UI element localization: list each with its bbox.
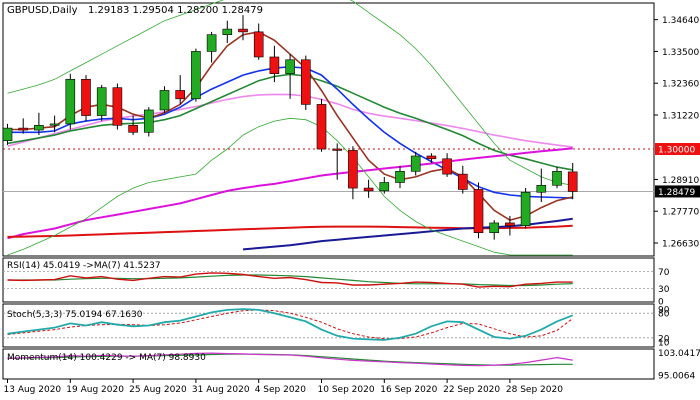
price-tick-label: 1.27770 <box>662 208 699 218</box>
time-tick-label: 16 Sep 2020 <box>380 385 437 395</box>
bull-candle <box>206 34 217 52</box>
bull-candle <box>96 87 107 116</box>
bear-candle <box>238 28 248 33</box>
bear-candle <box>457 173 468 190</box>
momentum-line <box>7 352 573 367</box>
bull-candle <box>222 28 233 35</box>
rsi-tick-label: 30 <box>658 285 670 295</box>
time-tick-label: 4 Sep 2020 <box>255 385 307 395</box>
bull-candle <box>520 191 531 227</box>
bear-candle <box>316 104 327 150</box>
time-tick-label: 31 Aug 2020 <box>192 385 250 395</box>
bull-candle <box>159 90 170 111</box>
bull-candle <box>410 155 421 172</box>
bear-candle <box>128 125 138 133</box>
ma_magenta-line <box>7 147 573 240</box>
bear-candle <box>473 189 484 233</box>
indicator-series <box>3 271 654 367</box>
time-tick-label: 10 Sep 2020 <box>318 385 375 395</box>
price-tick-label: 1.28910 <box>662 176 699 186</box>
bear-candle <box>442 158 452 175</box>
bear-candle <box>81 79 91 116</box>
bear-candle <box>426 155 437 160</box>
bollinger-line <box>7 0 573 186</box>
level-label-box <box>655 143 700 156</box>
bollinger-line <box>7 117 573 256</box>
symbol-label: GBPUSD,Daily <box>7 5 78 16</box>
last-price-label: 1.28479 <box>658 188 695 198</box>
stoch-tick-label: 10 <box>658 338 670 348</box>
time-tick-label: 19 Aug 2020 <box>66 385 124 395</box>
stoch-panel-frame <box>2 303 655 348</box>
price-tick-label: 1.31220 <box>662 111 699 121</box>
bull-candle <box>285 59 295 75</box>
momentum-tick-label: 103.0417 <box>658 349 700 359</box>
bear-candle <box>112 87 123 126</box>
stoch-label: Stoch(5,3,3) 75.0194 67.1630 <box>7 310 143 320</box>
bull-candle <box>2 127 13 141</box>
bull-candle <box>536 184 547 193</box>
stoch-k-line <box>7 308 574 341</box>
bull-candle <box>379 182 390 192</box>
stoch-tick-label: 20 <box>658 334 670 344</box>
bull-candle <box>144 109 154 133</box>
time-tick-label: 28 Sep 2020 <box>506 385 563 395</box>
axes: 1.34640 1.33500 1.32360 1.31220 1.28910 1.277… <box>4 16 700 395</box>
momentum-panel-frame <box>2 348 655 380</box>
bear-candle <box>18 127 29 131</box>
bull-candle <box>552 171 562 186</box>
price-tick-label: 1.33500 <box>662 48 699 58</box>
stoch-tick-label: 80 <box>658 310 670 320</box>
bear-candle <box>505 222 515 227</box>
level-label: 1.30000 <box>658 146 695 156</box>
time-tick-label: 13 Aug 2020 <box>4 385 62 395</box>
price-tick-label: 1.32360 <box>662 80 699 90</box>
ma_dark-line <box>242 217 573 251</box>
stoch-tick-label: 90 <box>658 306 670 316</box>
last-price-box <box>655 185 700 198</box>
bear-candle <box>348 150 358 189</box>
bull-candle <box>49 123 60 126</box>
rsi-panel-frame <box>2 257 655 303</box>
bull-candle <box>191 51 201 100</box>
rsi-label: RSI(14) 45.0419 ->MA(7) 41.5237 <box>7 261 161 271</box>
bear-candle <box>253 31 264 58</box>
time-tick-label: 25 Aug 2020 <box>129 385 187 395</box>
bull-candle <box>65 79 76 125</box>
momentum-tick-label: 95.0064 <box>658 372 695 382</box>
price-series <box>2 0 654 256</box>
bear-candle <box>269 56 280 75</box>
bear-candle <box>332 148 343 151</box>
bull-candle <box>489 222 500 233</box>
rsi-ma-line <box>7 274 573 287</box>
bull-candle <box>395 171 405 183</box>
bear-candle <box>567 171 578 192</box>
rsi-line <box>7 272 573 288</box>
bear-candle <box>300 59 311 105</box>
rsi-tick-label: 0 <box>658 298 664 308</box>
bear-candle <box>363 187 374 192</box>
rsi-tick-label: 70 <box>658 268 670 278</box>
bull-candle <box>34 125 44 131</box>
ohlc-label: 1.29183 1.29504 1.28200 1.28479 <box>88 5 263 16</box>
price-tick-label: 1.26630 <box>662 240 699 250</box>
price-tick-label: 1.34640 <box>662 16 699 26</box>
bear-candle <box>175 90 185 100</box>
momentum-label: Momentum(14) 100.4229 -> MA(7) 98.8930 <box>7 353 206 363</box>
time-tick-label: 22 Sep 2020 <box>443 385 500 395</box>
